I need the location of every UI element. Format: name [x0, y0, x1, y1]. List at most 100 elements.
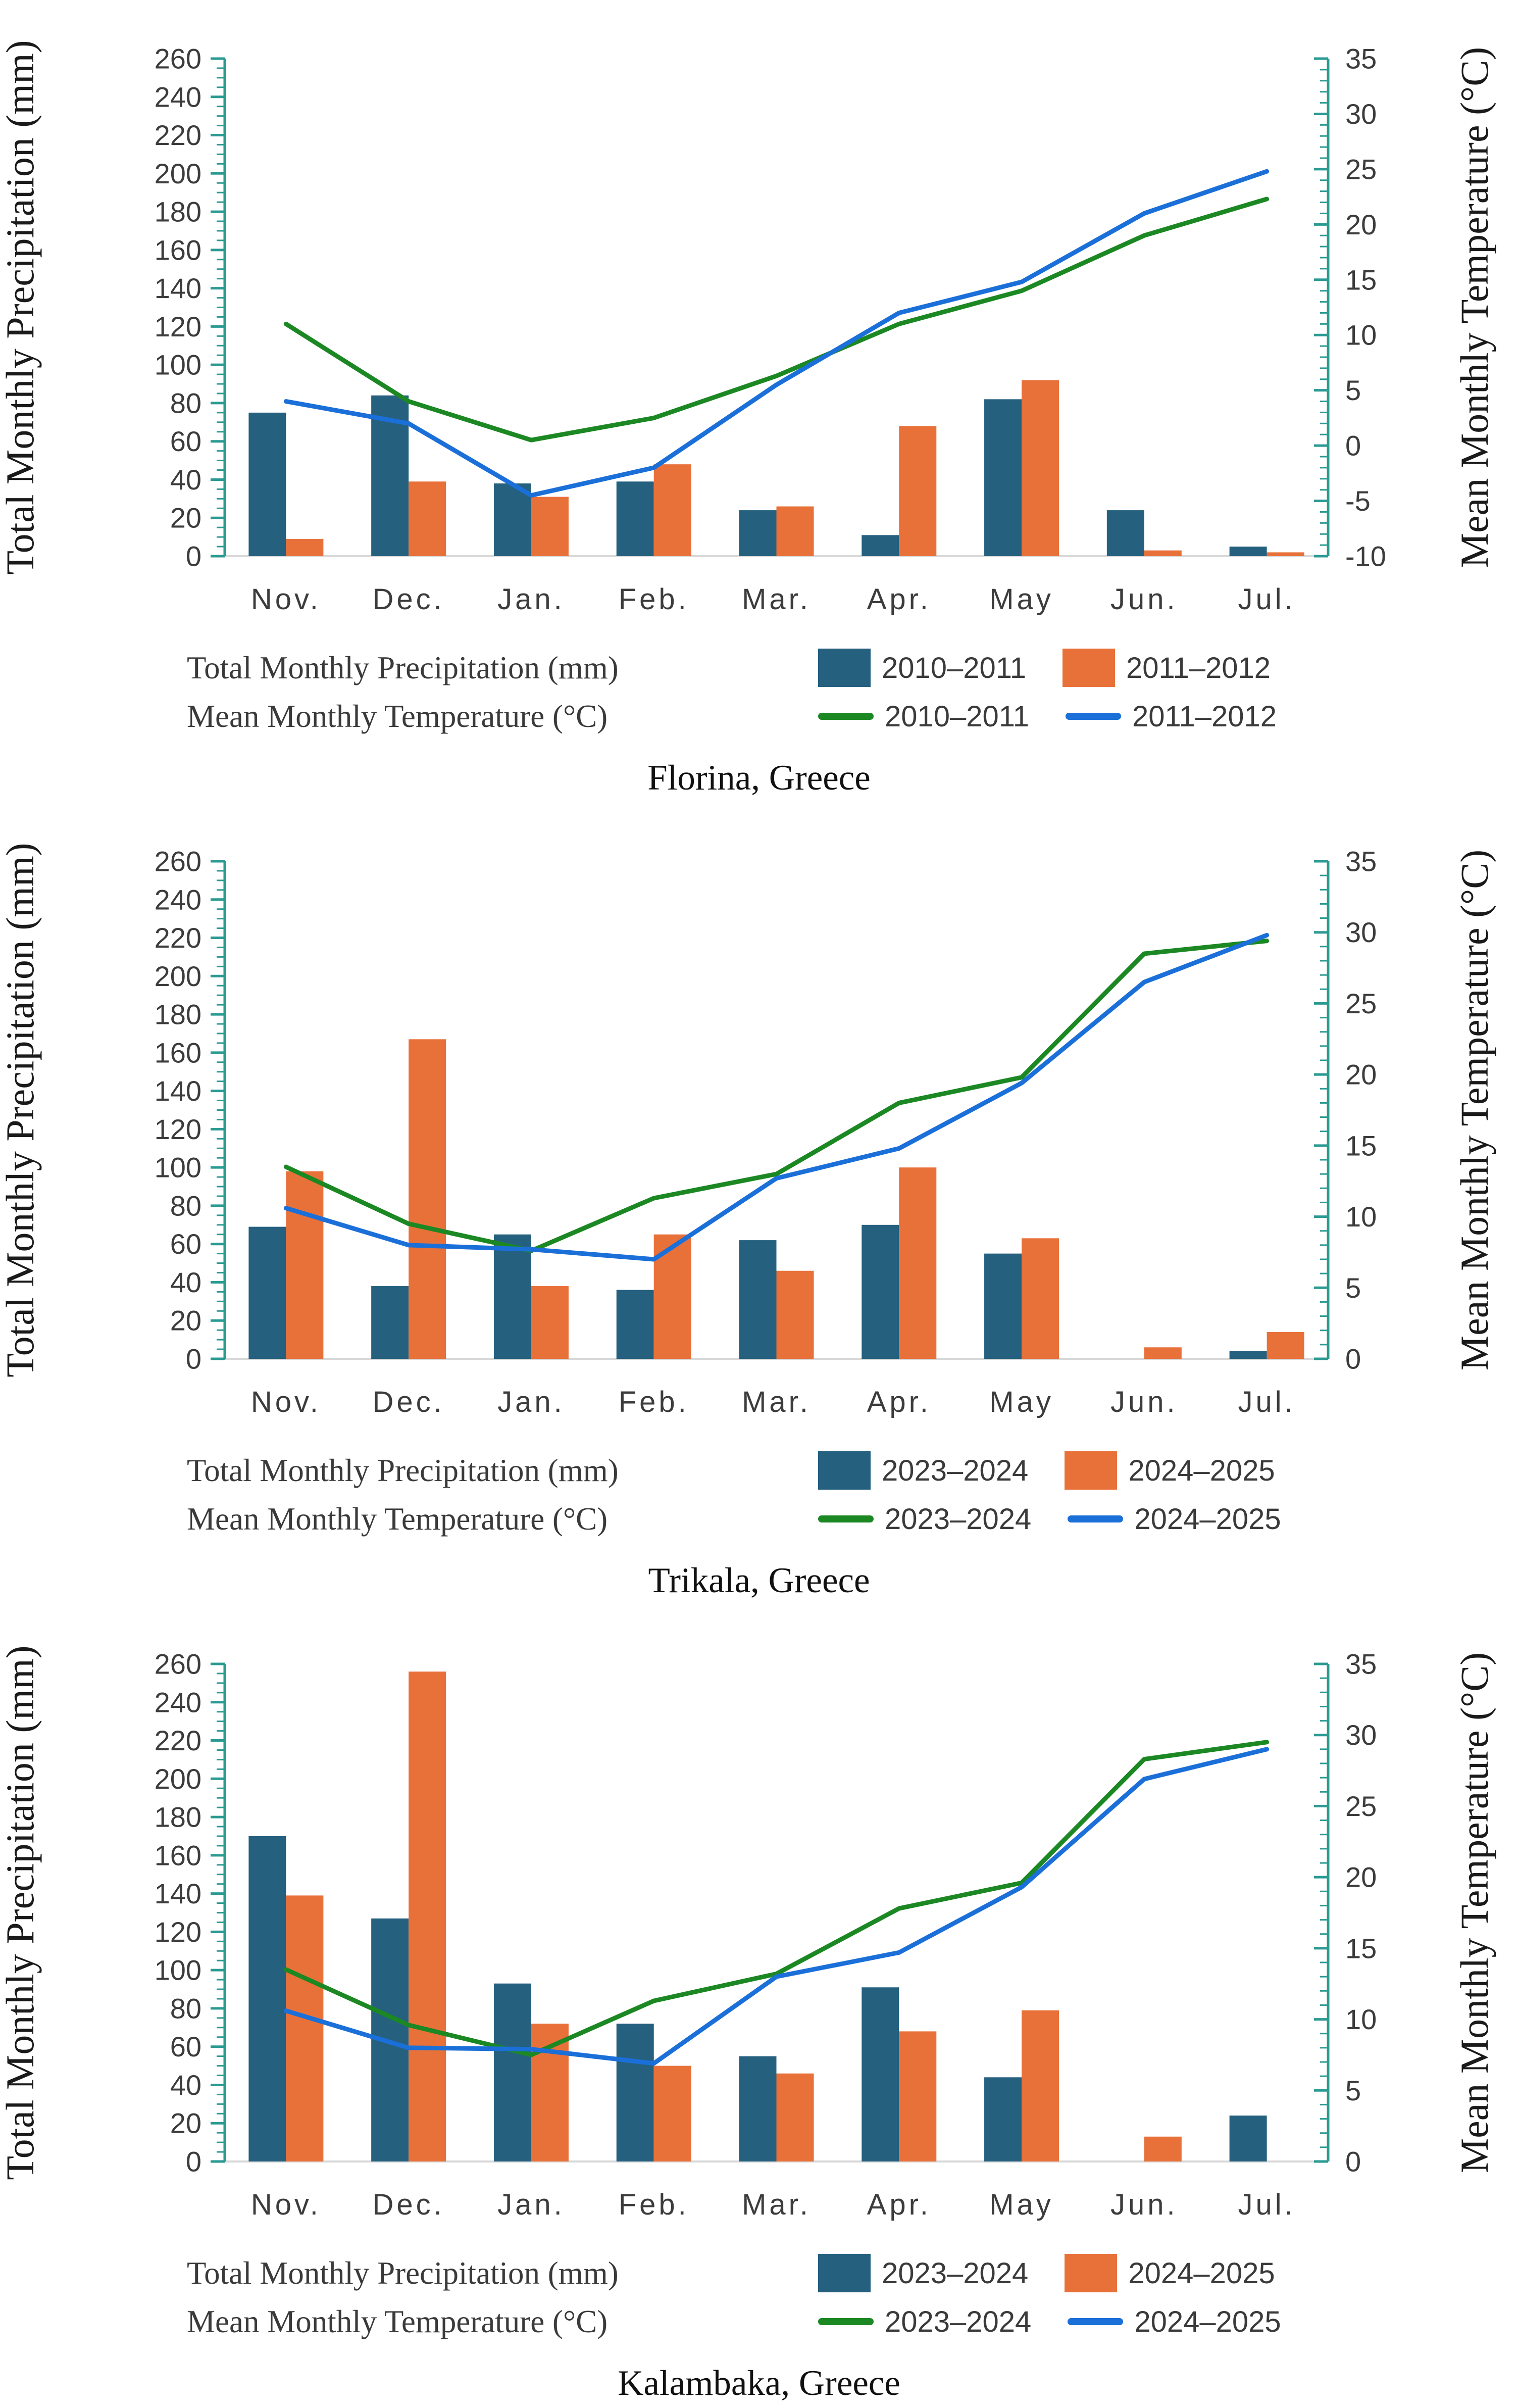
left-axis-tick-label: 0 [186, 540, 201, 572]
legend-year-temp-series1: 2010–2011 [885, 700, 1030, 733]
legend-row-temperature: Mean Monthly Temperature (°C) 2023–2024 … [0, 2297, 1518, 2346]
climate-chart-figure-trikala: 0 20 40 60 80 100 120 140 160 180 200 220 240 260 Tota… [0, 803, 1518, 1601]
temperature-line-2023–2024 [283, 939, 1270, 1253]
left-axis-tick-label: 260 [155, 846, 201, 877]
left-axis-tick-label: 80 [170, 1992, 201, 2024]
left-axis-tick-label: 20 [170, 1305, 201, 1337]
left-axis-tick-label: 60 [170, 1228, 201, 1260]
bar-2024–2025-Nov. [286, 1171, 324, 1359]
right-axis-tick-label: 10 [1345, 319, 1377, 351]
left-axis-tick-label: 60 [170, 425, 201, 457]
left-axis-tick-label: 220 [155, 1725, 201, 1756]
left-axis-tick-label: 200 [155, 960, 201, 992]
left-axis-tick-label: 40 [170, 464, 201, 496]
legend-year-precip-series2: 2024–2025 [1128, 1454, 1275, 1487]
legend-swatch-precip-series1 [818, 649, 871, 687]
legend-precip-label: Total Monthly Precipitation (mm) [187, 650, 619, 685]
right-axis-tick-label: 15 [1345, 1129, 1377, 1161]
right-axis-tick-label: 5 [1345, 2075, 1361, 2106]
month-label-Dec: Dec. [373, 1386, 445, 1418]
bar-2024–2025-Feb. [653, 2066, 691, 2161]
left-axis-tick-label: 0 [186, 2146, 201, 2178]
bar-2024–2025-Dec. [409, 1039, 446, 1359]
legend-precip-label: Total Monthly Precipitation (mm) [187, 2255, 619, 2291]
right-axis-tick-label: 5 [1345, 1272, 1361, 1304]
legend-swatch-temp-series2 [1066, 713, 1122, 720]
bar-2011–2012-Nov. [286, 538, 324, 556]
left-axis-tick-label: 220 [155, 922, 201, 954]
bar-2023–2024-Apr. [862, 1987, 899, 2161]
right-axis-title: Mean Monthly Temperature (°C) [1452, 47, 1496, 568]
chart-canvas-kalambaka: 020406080100120140160180200220240260Tota… [0, 1645, 1496, 2221]
right-axis-tick-label: 35 [1345, 43, 1377, 75]
bar-2010–2011-Nov. [248, 412, 286, 556]
legend-swatch-temp-series1 [818, 2318, 874, 2325]
bar-2023–2024-Nov. [248, 1836, 286, 2161]
left-axis-title: Total Monthly Precipitation (mm) [0, 843, 42, 1377]
left-axis-tick-label: 20 [170, 2107, 201, 2139]
bar-2010–2011-Apr. [862, 535, 899, 556]
left-axis-tick-label: 160 [155, 1037, 201, 1068]
month-label-Jul: Jul. [1238, 583, 1295, 616]
bar-2011–2012-Jul. [1267, 552, 1304, 556]
legend-precip-label: Total Monthly Precipitation (mm) [187, 1452, 619, 1488]
legend-row-precipitation: Total Monthly Precipitation (mm) 2010–20… [0, 644, 1518, 692]
bar-2010–2011-Jan. [493, 483, 531, 556]
bar-2024–2025-Apr. [899, 2031, 937, 2161]
month-label-Feb: Feb. [619, 1386, 689, 1418]
right-axis-tick-label: -5 [1345, 485, 1371, 517]
legend-swatch-precip-series1 [818, 2254, 871, 2292]
legend-temp-label: Mean Monthly Temperature (°C) [187, 2303, 608, 2339]
left-axis-tick-label: 20 [170, 502, 201, 534]
right-axis: 0 5 10 15 20 25 30 35 [1314, 846, 1377, 1375]
right-axis-tick-label: 15 [1345, 264, 1377, 296]
temperature-line-2010–2011 [283, 196, 1270, 443]
left-axis-tick-label: 80 [170, 1190, 201, 1221]
left-axis-tick-label: 160 [155, 234, 201, 266]
legend-year-precip-series1: 2023–2024 [882, 1454, 1029, 1487]
month-label-Jun: Jun. [1110, 1386, 1178, 1418]
bar-2011–2012-Jan. [531, 497, 569, 556]
month-label-Jan: Jan. [497, 583, 565, 616]
right-axis-tick-label: 0 [1345, 2146, 1361, 2178]
bar-2024–2025-Dec. [409, 1672, 446, 2161]
bar-2023–2024-Nov. [248, 1226, 286, 1359]
chart-canvas-trikala: 020406080100120140160180200220240260Tota… [0, 843, 1496, 1418]
right-axis-tick-label: 20 [1345, 1861, 1377, 1893]
bar-2024–2025-Jun. [1144, 1347, 1182, 1359]
month-labels: Nov. Dec. Jan. Feb. Mar. Apr. May Jun. Jul. [251, 583, 1295, 616]
legend-swatch-precip-series1 [818, 1451, 871, 1490]
chart-title-trikala: Trikala, Greece [648, 1561, 870, 1600]
left-axis-tick-label: 140 [155, 1878, 201, 1909]
month-label-Dec: Dec. [373, 2188, 445, 2221]
bar-2024–2025-Apr. [899, 1167, 937, 1359]
bar-2023–2024-May [984, 1253, 1022, 1359]
bar-2024–2025-Jul. [1267, 1332, 1304, 1359]
legend-year-temp-series1: 2023–2024 [885, 2305, 1032, 2338]
chart-canvas-florina: 020406080100120140160180200220240260Tota… [0, 40, 1496, 616]
precipitation-bars-2010–2011 [248, 395, 1267, 556]
right-axis-tick-label: 10 [1345, 1201, 1377, 1233]
temperature-line-2023–2024 [283, 1740, 1270, 2057]
left-axis-tick-label: 120 [155, 311, 201, 342]
legend-swatch-temp-series2 [1068, 1515, 1124, 1522]
right-axis-tick-label: 30 [1345, 98, 1377, 130]
bar-2010–2011-Mar. [739, 510, 777, 556]
left-axis-tick-label: 120 [155, 1113, 201, 1145]
month-labels: Nov. Dec. Jan. Feb. Mar. Apr. May Jun. Jul. [251, 2188, 1293, 2221]
left-axis-title: Total Monthly Precipitation (mm) [0, 40, 42, 574]
bar-2023–2024-Feb. [616, 1290, 654, 1359]
chart-legend: Total Monthly Precipitation (mm) 2010–20… [0, 644, 1518, 741]
bar-2024–2025-Mar. [776, 1270, 814, 1359]
month-label-Feb: Feb. [619, 2188, 689, 2221]
bar-2011–2012-Apr. [899, 426, 937, 556]
temperature-line-2011–2012 [283, 169, 1270, 498]
temperature-line-2024–2025 [283, 1747, 1270, 2066]
month-label-Jan: Jan. [497, 2188, 565, 2221]
precipitation-bars-2011–2012 [286, 380, 1304, 556]
precipitation-bars-2024–2025 [286, 1672, 1182, 2161]
legend-year-temp-series2: 2011–2012 [1132, 700, 1277, 733]
bar-2010–2011-Jul. [1229, 547, 1267, 556]
left-axis-tick-label: 140 [155, 1075, 201, 1107]
left-axis-tick-label: 260 [155, 43, 201, 75]
